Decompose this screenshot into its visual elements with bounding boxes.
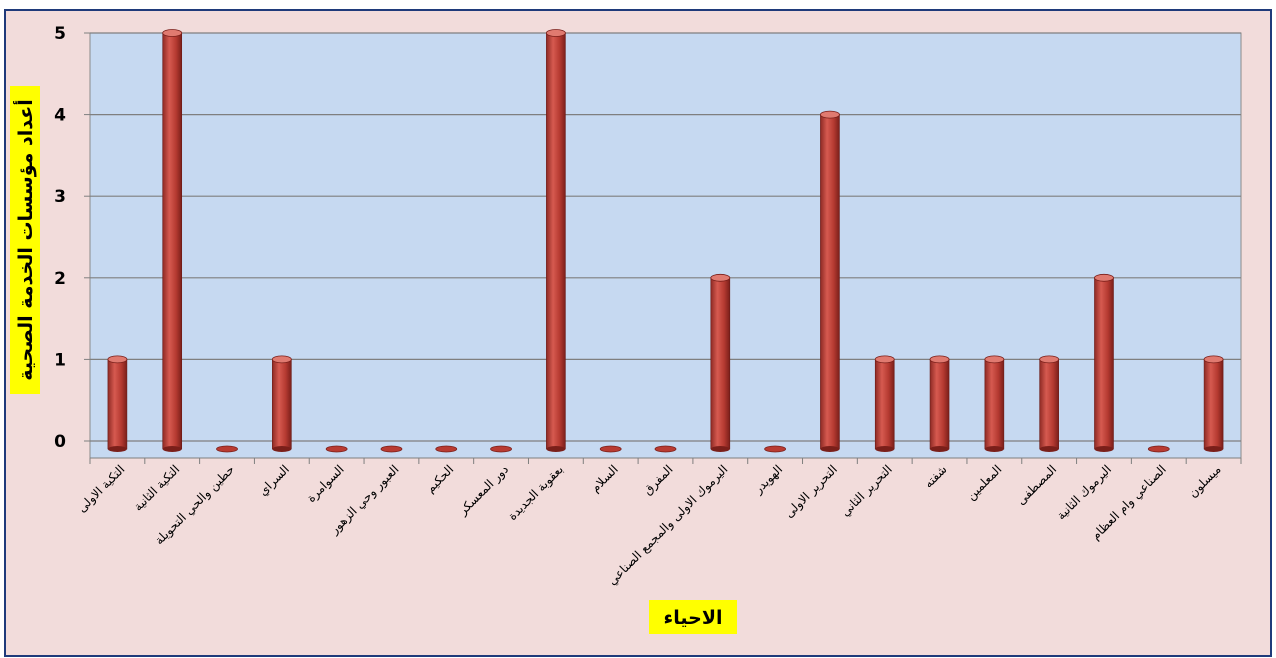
plot-area xyxy=(89,32,1242,459)
bar-base xyxy=(1094,446,1114,452)
bar-top xyxy=(710,273,731,282)
bar-body xyxy=(107,359,128,450)
bar-zero-disc xyxy=(654,445,677,453)
bar-top xyxy=(874,355,895,364)
y-axis-title: أعداد مؤسسات الخدمة الصحية xyxy=(10,86,40,394)
bar-zero-disc xyxy=(216,445,238,453)
bar xyxy=(654,445,677,453)
bar-base xyxy=(875,446,895,452)
bar xyxy=(545,29,566,452)
bar-body xyxy=(929,359,950,450)
x-axis-title-bg xyxy=(649,600,737,634)
bar xyxy=(271,355,292,452)
bar-zero-disc xyxy=(380,445,403,453)
bar xyxy=(1203,355,1224,452)
bar xyxy=(984,355,1005,452)
bar xyxy=(216,445,238,453)
bar xyxy=(710,273,731,452)
bar xyxy=(820,110,840,452)
y-tick-label: 5 xyxy=(54,24,66,44)
bar-top xyxy=(1094,273,1114,282)
y-tick-label: 0 xyxy=(54,432,66,452)
y-axis-title-bg xyxy=(10,86,40,394)
bar-top xyxy=(929,355,950,364)
bar xyxy=(490,445,512,453)
bar-top xyxy=(1039,355,1060,364)
bar xyxy=(162,29,183,452)
bar-body xyxy=(1039,359,1059,450)
bar-body xyxy=(162,32,183,450)
y-axis-title-text: أعداد مؤسسات الخدمة الصحية xyxy=(13,99,37,380)
bar-body xyxy=(1094,277,1114,450)
bar-base xyxy=(107,446,127,452)
bar xyxy=(107,355,128,452)
x-axis-title: الاحياء xyxy=(649,600,737,634)
bar xyxy=(929,355,950,452)
bar-top xyxy=(271,355,292,364)
bar-top xyxy=(545,29,566,37)
bar-body xyxy=(546,32,566,450)
bar xyxy=(1147,445,1170,453)
bar-base xyxy=(930,446,950,452)
bar-base xyxy=(1039,446,1059,452)
bar-body xyxy=(984,359,1005,450)
bar-top xyxy=(162,29,183,37)
bar-body xyxy=(710,277,731,450)
bar-zero-disc xyxy=(764,445,787,453)
bar-zero-disc xyxy=(599,445,622,453)
bar xyxy=(435,445,458,453)
bar xyxy=(1039,355,1060,452)
bar-base xyxy=(546,446,566,452)
bar-base xyxy=(272,446,292,452)
bar xyxy=(1094,273,1114,452)
bar-top xyxy=(107,355,128,364)
bar-zero-disc xyxy=(325,445,348,453)
bar-body xyxy=(272,359,292,450)
bar-zero-disc xyxy=(435,445,458,453)
bar-zero-disc xyxy=(490,445,512,453)
bar xyxy=(380,445,403,453)
y-tick-label: 1 xyxy=(54,350,66,370)
bars xyxy=(107,29,1224,453)
y-tick-label: 4 xyxy=(54,106,66,126)
y-tick-label: 3 xyxy=(54,187,66,207)
bar xyxy=(764,445,787,453)
bar-base xyxy=(820,446,840,452)
bar xyxy=(874,355,895,452)
axes xyxy=(84,32,1242,464)
bar-body xyxy=(820,114,840,450)
x-axis-title-text: الاحياء xyxy=(664,607,723,629)
bar-base xyxy=(710,446,730,452)
bar-base xyxy=(162,446,182,452)
bar-base xyxy=(1204,446,1224,452)
y-tick-label: 2 xyxy=(54,269,66,289)
bar-body xyxy=(1203,359,1224,450)
bar-top xyxy=(820,110,840,119)
bar-body xyxy=(874,359,895,450)
bar-base xyxy=(984,446,1004,452)
bar-zero-disc xyxy=(1147,445,1170,453)
bar-top xyxy=(984,355,1005,364)
bar xyxy=(325,445,348,453)
bar xyxy=(599,445,622,453)
bar-top xyxy=(1203,355,1224,364)
